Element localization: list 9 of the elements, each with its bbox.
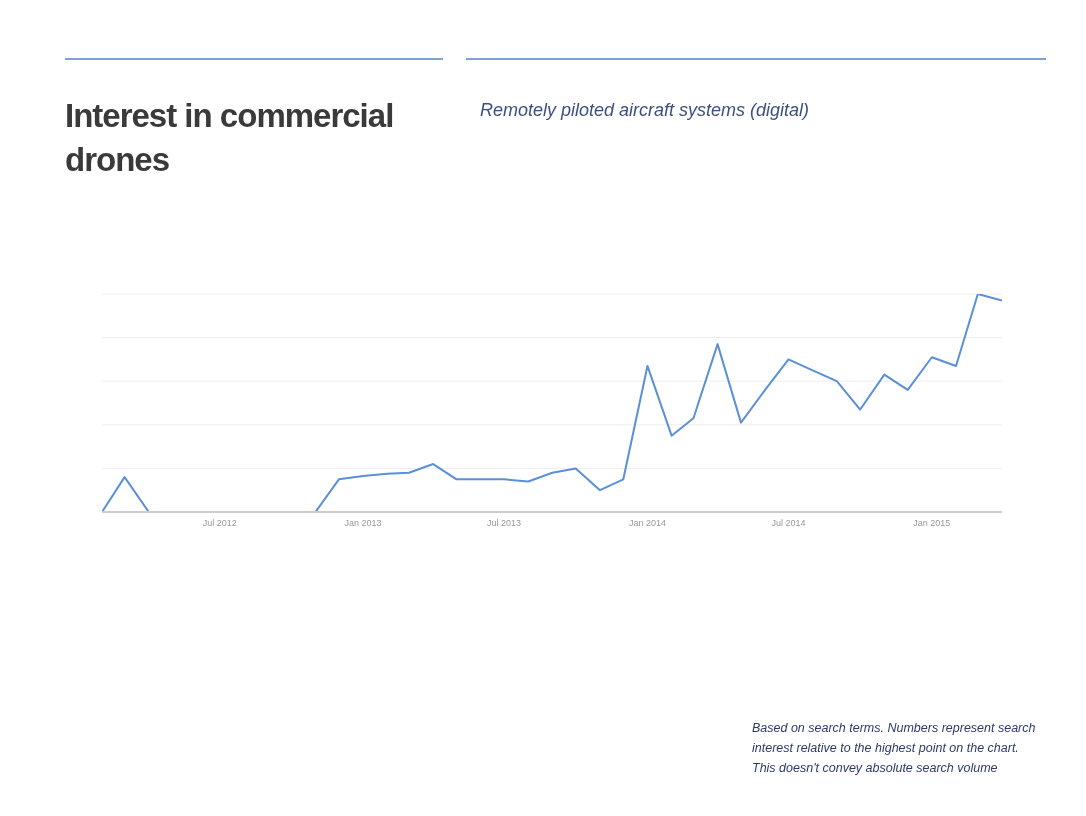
text: Based on search terms. Numbers represent search interest relative to the highest point on the chart. This doesn't convey absolute search volume (752, 720, 1037, 777)
x-tick-label: Jul 2012 (202, 518, 237, 529)
x-tick-label: Jul 2013 (487, 518, 522, 529)
x-tick-label: Jul 2014 (771, 518, 806, 529)
x-tick-label: Jan 2015 (913, 518, 951, 529)
chart-title: Interest in commercial drones (65, 96, 395, 180)
x-tick-label: Jan 2014 (628, 518, 666, 529)
chart-subtitle: Remotely piloted aircraft systems (digital) (480, 100, 810, 121)
x-tick-label: Jan 2013 (344, 518, 382, 529)
